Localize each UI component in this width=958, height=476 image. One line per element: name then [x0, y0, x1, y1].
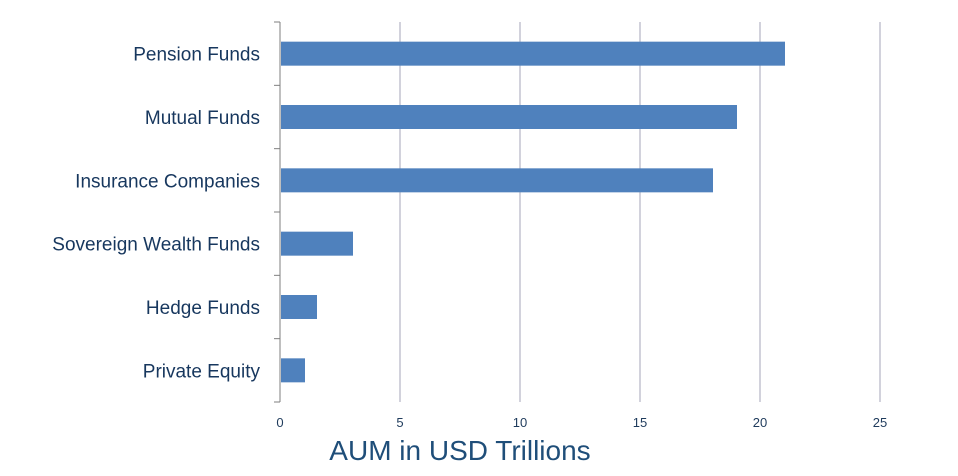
category-label-private-equity: Private Equity [143, 361, 261, 382]
bar-sovereign-wealth-funds [281, 231, 353, 256]
category-label-sovereign-wealth-funds: Sovereign Wealth Funds [52, 235, 260, 256]
label-layer: 0 5 10 15 20 25 Pension Funds Mutual Funds Insur… [52, 45, 887, 430]
category-label-pension-funds: Pension Funds [133, 45, 260, 66]
bar-pension-funds [281, 41, 785, 66]
category-label-hedge-funds: Hedge Funds [146, 298, 260, 319]
category-label-mutual-funds: Mutual Funds [145, 108, 260, 129]
bar-insurance-companies [281, 168, 713, 193]
axis-layer [274, 21, 281, 403]
x-tick-label-0: 0 [276, 415, 283, 430]
x-tick-label-10: 10 [513, 415, 527, 430]
bar-layer [281, 41, 785, 383]
x-tick-label-25: 25 [873, 415, 887, 430]
bar-hedge-funds [281, 295, 317, 319]
x-tick-label-5: 5 [396, 415, 403, 430]
x-tick-label-15: 15 [633, 415, 647, 430]
x-tick-label-20: 20 [753, 415, 767, 430]
category-label-insurance-companies: Insurance Companies [75, 171, 260, 192]
x-axis-title: AUM in USD Trillions [329, 435, 590, 466]
bar-private-equity [281, 358, 305, 383]
grid-layer [399, 22, 881, 402]
bar-mutual-funds [281, 105, 737, 129]
